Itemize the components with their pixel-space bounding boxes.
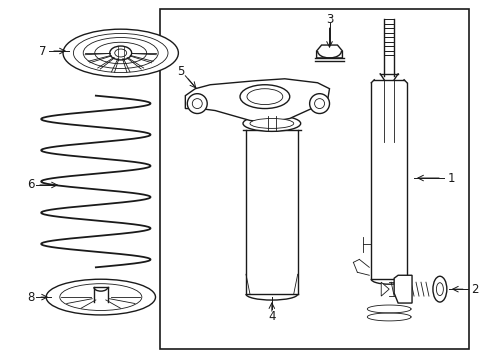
Ellipse shape (73, 33, 168, 72)
Text: 7: 7 (40, 45, 47, 58)
Text: 8: 8 (27, 291, 35, 303)
Ellipse shape (432, 276, 446, 302)
Ellipse shape (246, 89, 282, 105)
Polygon shape (381, 282, 388, 296)
Text: 6: 6 (27, 179, 35, 192)
Ellipse shape (115, 49, 126, 57)
Polygon shape (185, 79, 329, 122)
Circle shape (314, 99, 324, 109)
Ellipse shape (435, 283, 443, 296)
Text: 4: 4 (267, 310, 275, 323)
Text: 5: 5 (176, 66, 183, 78)
Circle shape (192, 99, 202, 109)
Text: 3: 3 (325, 13, 332, 26)
Ellipse shape (60, 284, 142, 310)
Polygon shape (316, 45, 342, 58)
Circle shape (309, 94, 329, 113)
Ellipse shape (46, 279, 155, 315)
Ellipse shape (240, 85, 289, 109)
Polygon shape (393, 275, 411, 303)
Ellipse shape (95, 42, 146, 64)
Ellipse shape (249, 118, 293, 129)
Text: 2: 2 (470, 283, 477, 296)
Ellipse shape (83, 37, 158, 68)
Ellipse shape (243, 116, 300, 131)
Ellipse shape (63, 29, 178, 77)
Circle shape (187, 94, 207, 113)
Ellipse shape (109, 46, 131, 60)
Bar (160, 9, 468, 349)
Text: 1: 1 (447, 171, 454, 185)
